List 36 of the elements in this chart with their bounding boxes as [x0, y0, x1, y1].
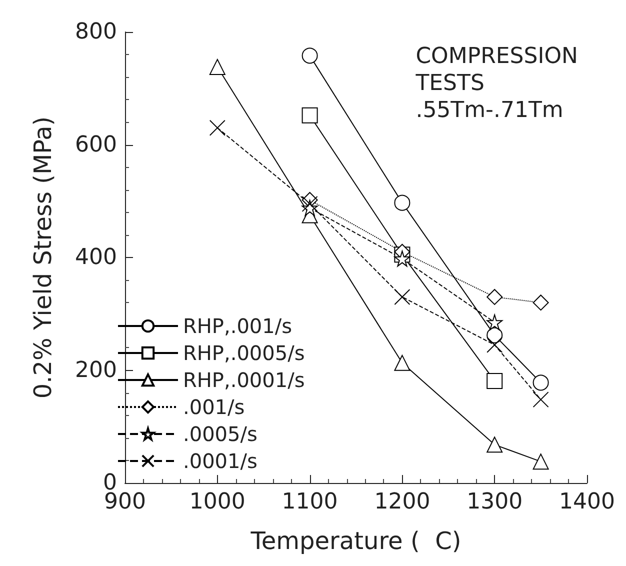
legend-label: RHP,.0001/s — [183, 368, 305, 392]
point — [209, 120, 226, 136]
legend-label: RHP,.0005/s — [183, 341, 305, 365]
y-axis-title: 0.2% Yield Stress (MPa) — [29, 116, 57, 399]
legend-label: .001/s — [183, 395, 245, 419]
point — [394, 288, 410, 305]
point — [302, 196, 318, 212]
legend-label: RHP,.001/s — [183, 314, 292, 338]
point — [302, 107, 318, 124]
point — [486, 372, 503, 389]
y-tick-label: 200 — [75, 358, 117, 383]
point — [302, 48, 318, 64]
x-tick-label: 1100 — [282, 490, 338, 514]
point — [532, 392, 549, 408]
point — [486, 314, 503, 330]
point — [532, 374, 549, 391]
legend-label: .0005/s — [183, 422, 258, 446]
point — [394, 250, 410, 267]
point — [532, 294, 549, 311]
x-tick-label: 1400 — [559, 490, 616, 514]
point — [209, 58, 226, 75]
x-tick-label: 1300 — [466, 490, 523, 514]
point — [394, 194, 410, 211]
annotation: COMPRESSION TESTS .55Tm-.71Tm — [414, 44, 578, 123]
point — [486, 436, 503, 453]
point — [532, 454, 549, 470]
x-axis-title: Temperature ( C) — [250, 527, 462, 555]
legend-label: .0001/s — [183, 449, 258, 473]
point — [486, 288, 503, 305]
x-tick-label: 1000 — [189, 490, 246, 514]
point — [486, 336, 503, 353]
x-tick-label: 1200 — [374, 490, 430, 514]
y-tick-label: 600 — [75, 132, 117, 158]
y-tick-label: 800 — [75, 20, 117, 44]
point — [394, 354, 410, 371]
y-tick-label: 400 — [75, 245, 117, 270]
